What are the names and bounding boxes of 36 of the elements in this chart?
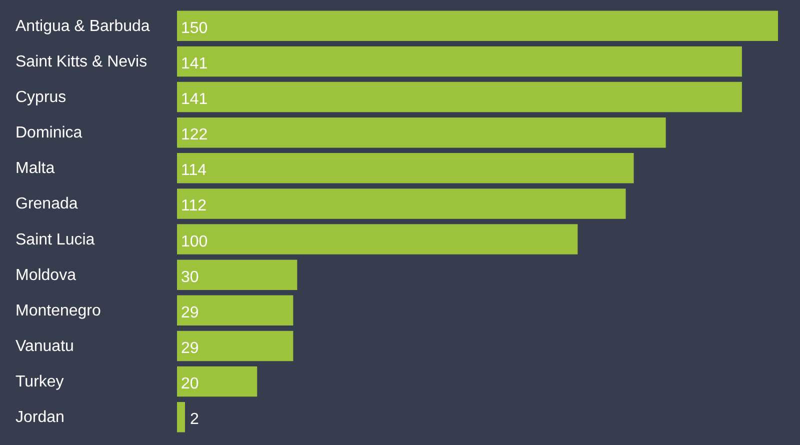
data-label: 2 <box>190 411 200 428</box>
bar <box>177 366 258 397</box>
data-label: 30 <box>181 268 199 286</box>
bar <box>177 82 742 112</box>
data-label: 150 <box>181 20 208 37</box>
y-tick-label: Cyprus <box>16 89 66 106</box>
bar <box>177 46 742 77</box>
bar <box>177 260 298 290</box>
data-label: 122 <box>181 126 208 144</box>
data-label: 20 <box>181 376 199 393</box>
y-tick-label: Grenada <box>16 196 78 213</box>
bar <box>177 330 294 362</box>
bar <box>177 188 626 219</box>
y-tick-label: Dominica <box>16 124 82 142</box>
data-label: 141 <box>181 55 208 72</box>
bar <box>177 10 778 42</box>
y-tick-label: Montenegro <box>16 302 101 320</box>
y-tick-label: Moldova <box>16 266 76 284</box>
data-label: 100 <box>181 233 208 250</box>
y-tick-label: Antigua & Barbuda <box>16 18 150 35</box>
y-tick-label: Saint Lucia <box>16 231 95 248</box>
data-label: 141 <box>181 91 208 108</box>
bar <box>177 295 294 326</box>
bar <box>177 117 666 148</box>
data-label: 114 <box>181 162 207 180</box>
y-tick-label: Saint Kitts & Nevis <box>16 53 148 70</box>
bar <box>177 224 578 254</box>
bar <box>177 402 186 432</box>
bar <box>177 153 634 184</box>
y-tick-label: Jordan <box>16 409 64 426</box>
data-label: 29 <box>181 340 199 357</box>
data-label: 29 <box>181 304 199 322</box>
y-tick-label: Turkey <box>16 374 64 391</box>
y-tick-label: Malta <box>16 160 55 178</box>
data-label: 112 <box>181 198 207 215</box>
y-tick-label: Vanuatu <box>16 338 74 355</box>
